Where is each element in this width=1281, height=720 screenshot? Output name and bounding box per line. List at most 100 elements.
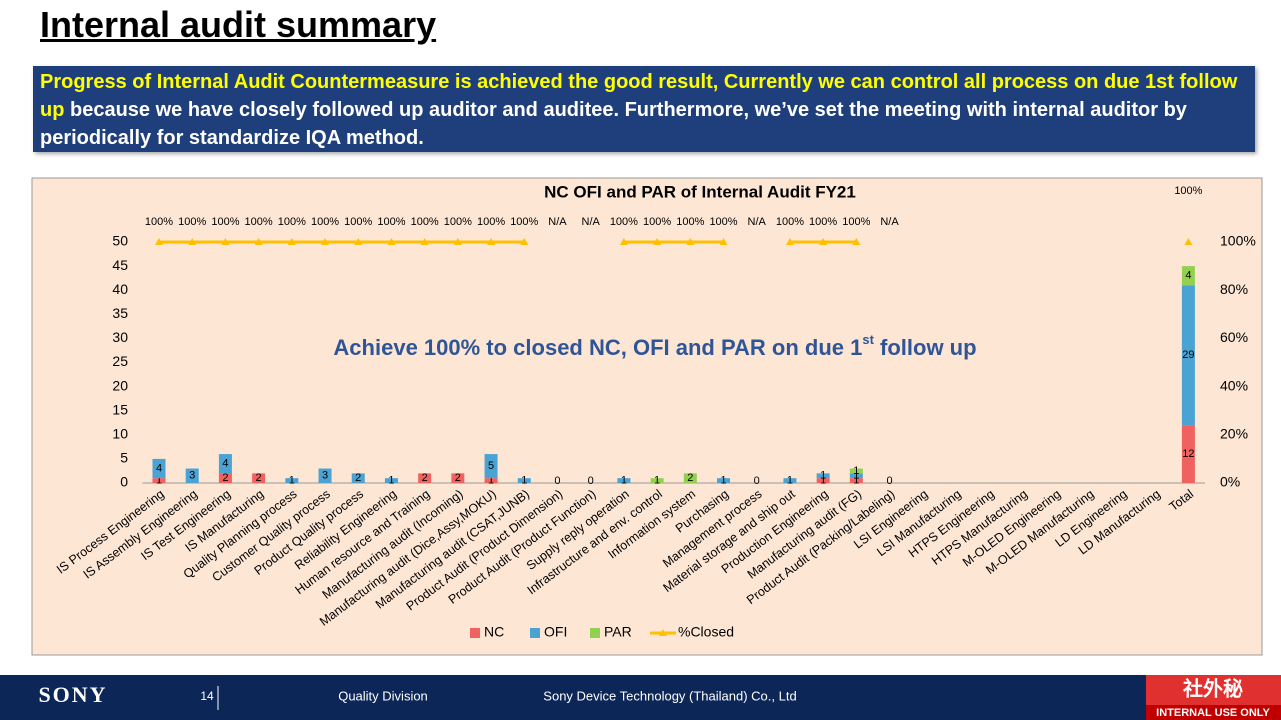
data-label: 1 — [488, 474, 494, 486]
data-label: 1 — [289, 474, 295, 486]
bar — [517, 478, 531, 483]
annotation: Achieve 100% to closed NC, OFI and PAR o… — [333, 332, 976, 359]
data-label: 100% — [444, 216, 472, 228]
data-label: 100% — [643, 216, 671, 228]
data-label: 2 — [455, 472, 461, 484]
y-tick-label: 15 — [112, 401, 128, 417]
y-tick-label: 20 — [112, 377, 128, 393]
marker — [852, 238, 861, 245]
data-label: 3 — [189, 470, 195, 482]
y2-tick-label: 60% — [1220, 329, 1248, 345]
data-label: 100% — [776, 216, 804, 228]
data-label: N/A — [748, 216, 767, 228]
marker — [719, 238, 728, 245]
legend-swatch — [590, 628, 600, 638]
bar — [650, 478, 664, 483]
data-label: 0 — [588, 475, 594, 487]
marker — [420, 238, 429, 245]
data-label: 100% — [245, 216, 273, 228]
legend-swatch — [530, 628, 540, 638]
data-label: 100% — [477, 216, 505, 228]
y-tick-label: 10 — [112, 426, 128, 442]
data-label: N/A — [548, 216, 567, 228]
bar — [218, 473, 232, 483]
data-label: 1 — [621, 474, 627, 486]
data-label: 0 — [886, 475, 892, 487]
y2-tick-label: 0% — [1220, 474, 1240, 490]
y-tick-label: 50 — [112, 233, 128, 249]
marker — [354, 238, 363, 245]
marker — [1184, 238, 1193, 245]
annotation-main: Achieve 100% to closed NC, OFI and PAR o… — [333, 335, 862, 360]
data-label: 4 — [156, 462, 162, 474]
y-tick-label: 25 — [112, 353, 128, 369]
y-tick-label: 0 — [120, 474, 128, 490]
bar — [185, 468, 199, 483]
data-label: 1 — [853, 465, 859, 477]
bar — [384, 478, 398, 483]
legend-label: NC — [484, 624, 504, 640]
bar — [152, 478, 166, 483]
data-label: 1 — [787, 474, 793, 486]
data-label: 100% — [610, 216, 638, 228]
data-label: N/A — [880, 216, 899, 228]
marker — [785, 238, 794, 245]
marker — [254, 238, 263, 245]
marker — [188, 238, 197, 245]
marker — [487, 238, 496, 245]
bar — [1181, 266, 1195, 286]
y-tick-label: 40 — [112, 281, 128, 297]
bar — [218, 454, 232, 474]
data-label: 2 — [222, 472, 228, 484]
y2-tick-label: 100% — [1220, 233, 1256, 249]
bar — [1181, 285, 1195, 426]
bar — [1181, 425, 1195, 483]
y-tick-label: 35 — [112, 305, 128, 321]
marker — [520, 238, 529, 245]
legend-swatch — [659, 629, 667, 636]
bar — [484, 454, 498, 479]
bar — [484, 478, 498, 483]
data-label: 100% — [377, 216, 405, 228]
data-label: 100% — [709, 216, 737, 228]
bar — [252, 473, 266, 483]
chart-frame — [31, 177, 1263, 656]
data-label: 1 — [654, 474, 660, 486]
legend-label: %Closed — [678, 624, 734, 640]
data-label: 1 — [820, 470, 826, 482]
annotation-sup: st — [862, 332, 874, 347]
bar — [849, 473, 863, 479]
data-label: 1 — [521, 474, 527, 486]
y2-tick-label: 40% — [1220, 377, 1248, 393]
bar — [816, 473, 830, 479]
bar — [285, 478, 299, 483]
bar — [816, 478, 830, 483]
marker — [686, 238, 695, 245]
data-label: 1 — [720, 474, 726, 486]
legend-label: PAR — [604, 624, 632, 640]
data-label: 2 — [687, 472, 693, 484]
bar — [351, 473, 365, 483]
legend-swatch — [470, 628, 480, 638]
y-tick-label: 30 — [112, 329, 128, 345]
marker — [321, 238, 330, 245]
y2-tick-label: 20% — [1220, 426, 1248, 442]
page-title: Internal audit summary — [40, 4, 437, 45]
footer — [0, 675, 1281, 720]
bar — [617, 478, 631, 483]
marker — [221, 238, 230, 245]
data-label: 3 — [322, 470, 328, 482]
data-label: 100% — [510, 216, 538, 228]
data-label: 100% — [145, 216, 173, 228]
legend-label: OFI — [544, 624, 567, 640]
summary-text: because we have closely followed up audi… — [40, 99, 1187, 149]
data-label: 100% — [411, 216, 439, 228]
bar — [849, 468, 863, 474]
annotation-tail: follow up — [874, 335, 977, 360]
data-label: 100% — [809, 216, 837, 228]
bar — [683, 473, 697, 483]
notice-box — [1146, 705, 1281, 720]
company: Sony Device Technology (Thailand) Co., L… — [543, 688, 796, 703]
